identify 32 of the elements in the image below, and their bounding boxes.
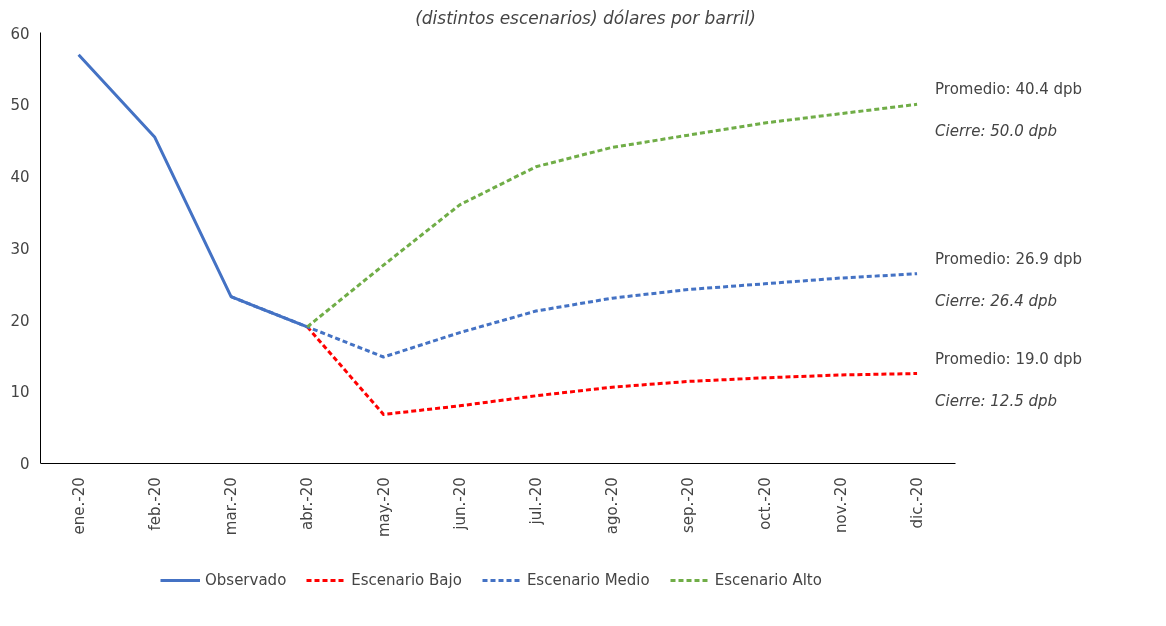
x-tick-label: jul.-20	[526, 477, 545, 526]
y-tick-label: 50	[10, 96, 30, 115]
y-tick-label: 20	[10, 311, 30, 330]
x-tick-label: nov.-20	[831, 477, 850, 533]
x-tick-label: mar.-20	[222, 477, 241, 536]
y-tick-label: 30	[10, 239, 30, 258]
annotation: Promedio: 19.0 dpb	[935, 349, 1083, 368]
y-tick-label: 10	[10, 383, 30, 402]
x-tick-label: jun.-20	[450, 477, 469, 531]
annotation: Promedio: 40.4 dpb	[935, 80, 1083, 99]
y-tick-label: 0	[19, 455, 30, 474]
x-tick-label: sep.-20	[679, 477, 698, 534]
chart-title: (distintos escenarios) dólares por barril)	[415, 7, 756, 28]
annotation: Cierre: 50.0 dpb	[935, 122, 1058, 141]
line-series	[305, 325, 919, 416]
x-tick-label: abr.-20	[298, 477, 317, 531]
y-tick-label: 40	[10, 168, 30, 187]
x-tick-label: oct.-20	[755, 477, 774, 530]
legend-label: Escenario Alto	[714, 571, 822, 589]
annotation: Promedio: 26.9 dpb	[935, 249, 1083, 268]
y-tick-label: 60	[10, 24, 30, 43]
annotation: Cierre: 26.4 dpb	[935, 291, 1058, 310]
legend-label: Observado	[205, 571, 287, 589]
x-tick-label: dic.-20	[908, 477, 927, 529]
x-tick-label: ene.-20	[69, 477, 88, 535]
x-tick-label: may.-20	[374, 477, 393, 538]
annotation: Cierre: 12.5 dpb	[935, 391, 1058, 410]
line-series	[305, 102, 919, 329]
x-tick-label: feb.-20	[145, 477, 164, 531]
x-tick-label: ago.-20	[603, 477, 622, 535]
legend-label: Escenario Medio	[526, 571, 650, 589]
legend-label: Escenario Bajo	[351, 571, 462, 589]
